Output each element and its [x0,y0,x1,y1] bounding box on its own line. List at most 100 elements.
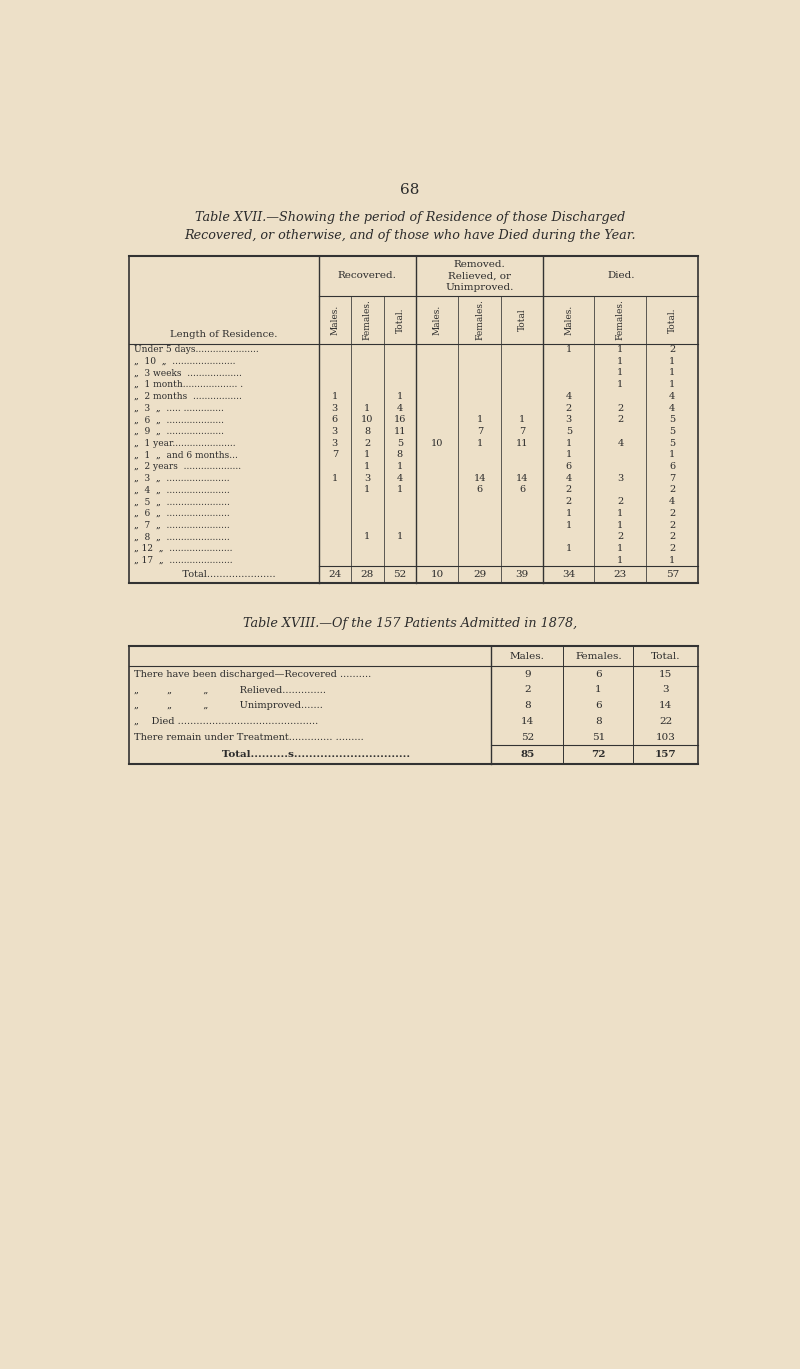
Text: 2: 2 [618,533,623,541]
Text: 2: 2 [670,345,675,355]
Text: 1: 1 [670,368,675,378]
Text: 157: 157 [655,750,677,758]
Text: Total.: Total. [651,652,681,661]
Text: Females.: Females. [575,652,622,661]
Text: 1: 1 [618,556,623,565]
Text: 14: 14 [659,701,672,711]
Text: 15: 15 [659,669,672,679]
Text: Males.: Males. [564,305,574,335]
Text: 4: 4 [670,497,675,507]
Text: 1: 1 [364,533,370,541]
Text: 8: 8 [595,717,602,726]
Text: Table XVIII.—Of the 157 Patients Admitted in 1878,: Table XVIII.—Of the 157 Patients Admitte… [243,616,577,630]
Text: 2: 2 [670,509,675,517]
Text: „  9  „  ....................: „ 9 „ .................... [134,427,224,435]
Text: 3: 3 [332,427,338,435]
Text: 7: 7 [477,427,483,435]
Text: 2: 2 [670,486,675,494]
Text: 1: 1 [364,486,370,494]
Text: 52: 52 [521,732,534,742]
Text: 1: 1 [566,520,572,530]
Text: 5: 5 [670,415,675,424]
Text: There remain under Treatment.............. .........: There remain under Treatment............… [134,732,364,742]
Text: 51: 51 [592,732,605,742]
Text: 2: 2 [566,486,572,494]
Text: 14: 14 [474,474,486,483]
Text: 1: 1 [332,392,338,401]
Text: 52: 52 [394,570,406,579]
Text: 1: 1 [618,368,623,378]
Text: „  3  „  ..... ..............: „ 3 „ ..... .............. [134,404,224,412]
Text: 2: 2 [670,543,675,553]
Text: 3: 3 [618,474,623,483]
Text: Under 5 days......................: Under 5 days...................... [134,345,259,355]
Text: 10: 10 [430,570,444,579]
Text: 1: 1 [397,463,403,471]
Text: 2: 2 [618,497,623,507]
Text: Recovered, or otherwise, and of those who have Died during the Year.: Recovered, or otherwise, and of those wh… [184,230,636,242]
Text: 1: 1 [364,450,370,460]
Text: 7: 7 [670,474,675,483]
Text: 1: 1 [566,509,572,517]
Text: „  5  „  ......................: „ 5 „ ...................... [134,497,230,507]
Text: 10: 10 [431,438,443,448]
Text: 68: 68 [400,183,420,197]
Text: 57: 57 [666,570,679,579]
Text: 4: 4 [670,392,675,401]
Text: Males.: Males. [433,305,442,335]
Text: Length of Residence.: Length of Residence. [170,330,278,340]
Text: 2: 2 [618,415,623,424]
Text: 1: 1 [566,345,572,355]
Text: „  2 years  ....................: „ 2 years .................... [134,463,242,471]
Text: 1: 1 [618,509,623,517]
Text: 1: 1 [566,543,572,553]
Text: 1: 1 [618,357,623,366]
Text: „  4  „  ......................: „ 4 „ ...................... [134,486,230,494]
Text: 2: 2 [524,686,530,694]
Text: Total......................: Total...................... [173,570,275,579]
Text: 1: 1 [364,404,370,412]
Text: 7: 7 [519,427,526,435]
Text: Females.: Females. [363,300,372,341]
Text: 1: 1 [618,543,623,553]
Text: 6: 6 [477,486,483,494]
Text: 8: 8 [364,427,370,435]
Text: 4: 4 [566,392,572,401]
Text: 6: 6 [519,486,526,494]
Text: 6: 6 [566,463,572,471]
Text: 1: 1 [670,381,675,389]
Text: 10: 10 [361,415,374,424]
Text: „  3  „  ......................: „ 3 „ ...................... [134,474,230,483]
Text: 1: 1 [519,415,526,424]
Text: 9: 9 [524,669,530,679]
Text: Males.: Males. [330,305,339,335]
Text: „         „          „          Unimproved.......: „ „ „ Unimproved....... [134,701,323,711]
Text: Unimproved.: Unimproved. [446,283,514,292]
Text: Died.: Died. [607,271,634,281]
Text: Females.: Females. [475,300,484,341]
Text: 14: 14 [521,717,534,726]
Text: Total..........s...............................: Total..........s........................… [211,750,410,758]
Text: „  6  „  ......................: „ 6 „ ...................... [134,509,230,517]
Text: „  1 month................... .: „ 1 month................... . [134,381,243,389]
Text: 2: 2 [364,438,370,448]
Text: 103: 103 [656,732,676,742]
Text: Relieved, or: Relieved, or [448,271,511,281]
Text: „  1 year......................: „ 1 year...................... [134,438,236,448]
Text: 1: 1 [397,533,403,541]
Text: 1: 1 [618,520,623,530]
Text: Total.: Total. [668,307,677,333]
Text: Females.: Females. [616,300,625,341]
Text: 1: 1 [618,345,623,355]
Text: „  3 weeks  ...................: „ 3 weeks ................... [134,368,242,378]
Text: 1: 1 [477,438,483,448]
Text: Total: Total [518,308,527,331]
Text: 4: 4 [566,474,572,483]
Text: „ 12  „  ......................: „ 12 „ ...................... [134,543,233,553]
Text: „         „          „          Relieved..............: „ „ „ Relieved.............. [134,686,326,694]
Text: „    Died .............................................: „ Died .................................… [134,717,318,726]
Text: 3: 3 [662,686,669,694]
Text: 3: 3 [566,415,572,424]
Text: 2: 2 [618,404,623,412]
Text: 1: 1 [397,486,403,494]
